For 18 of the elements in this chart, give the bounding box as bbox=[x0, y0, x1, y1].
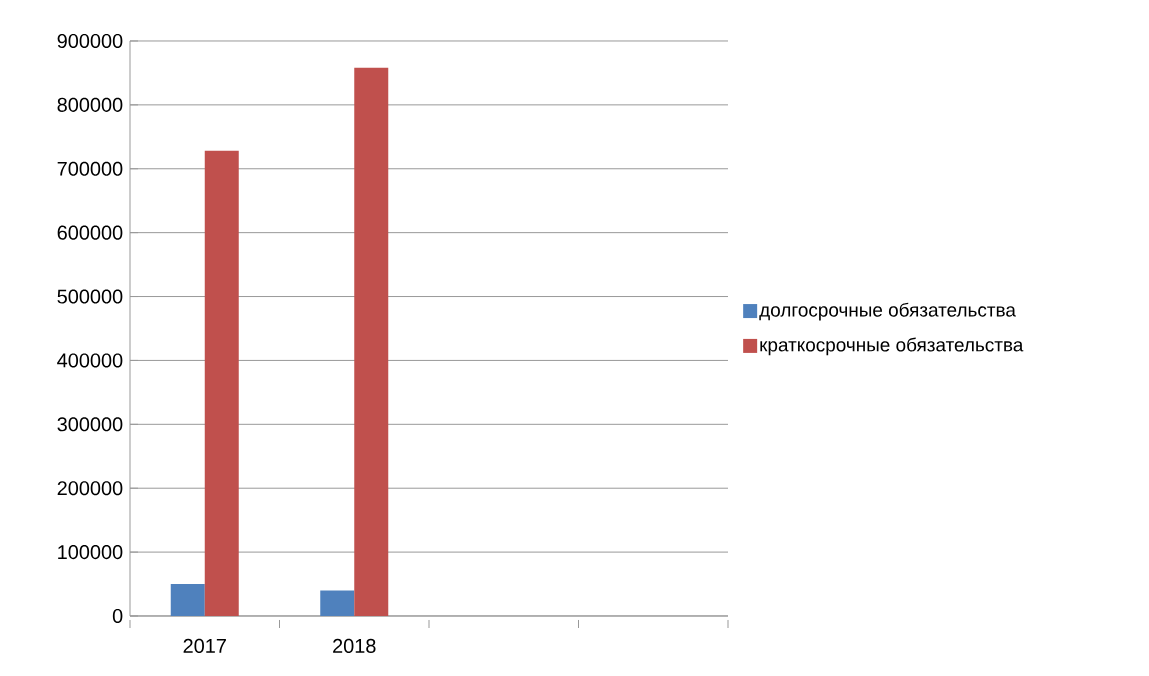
y-tick-label: 0 bbox=[112, 608, 123, 624]
bar bbox=[354, 67, 389, 616]
y-tick-label: 900000 bbox=[57, 33, 123, 49]
x-tick-label: 2017 bbox=[183, 638, 226, 653]
y-tick-label: 200000 bbox=[57, 481, 123, 496]
bar bbox=[320, 590, 355, 616]
y-tick-label: 700000 bbox=[57, 161, 123, 176]
y-tick-label: 300000 bbox=[57, 417, 123, 432]
y-tick-label: 400000 bbox=[57, 353, 123, 368]
bar bbox=[170, 584, 205, 616]
y-tick-label: 100000 bbox=[58, 545, 123, 560]
y-tick-label: 800000 bbox=[57, 97, 123, 112]
y-tick-label: 600000 bbox=[57, 225, 123, 240]
bar bbox=[204, 150, 239, 616]
y-tick-label: 500000 bbox=[57, 289, 123, 304]
legend-label: краткосрочные обязательства bbox=[760, 337, 1024, 356]
legend-label: долгосрочные обязательства bbox=[759, 302, 1016, 321]
x-tick-label: 2018 bbox=[333, 638, 376, 653]
